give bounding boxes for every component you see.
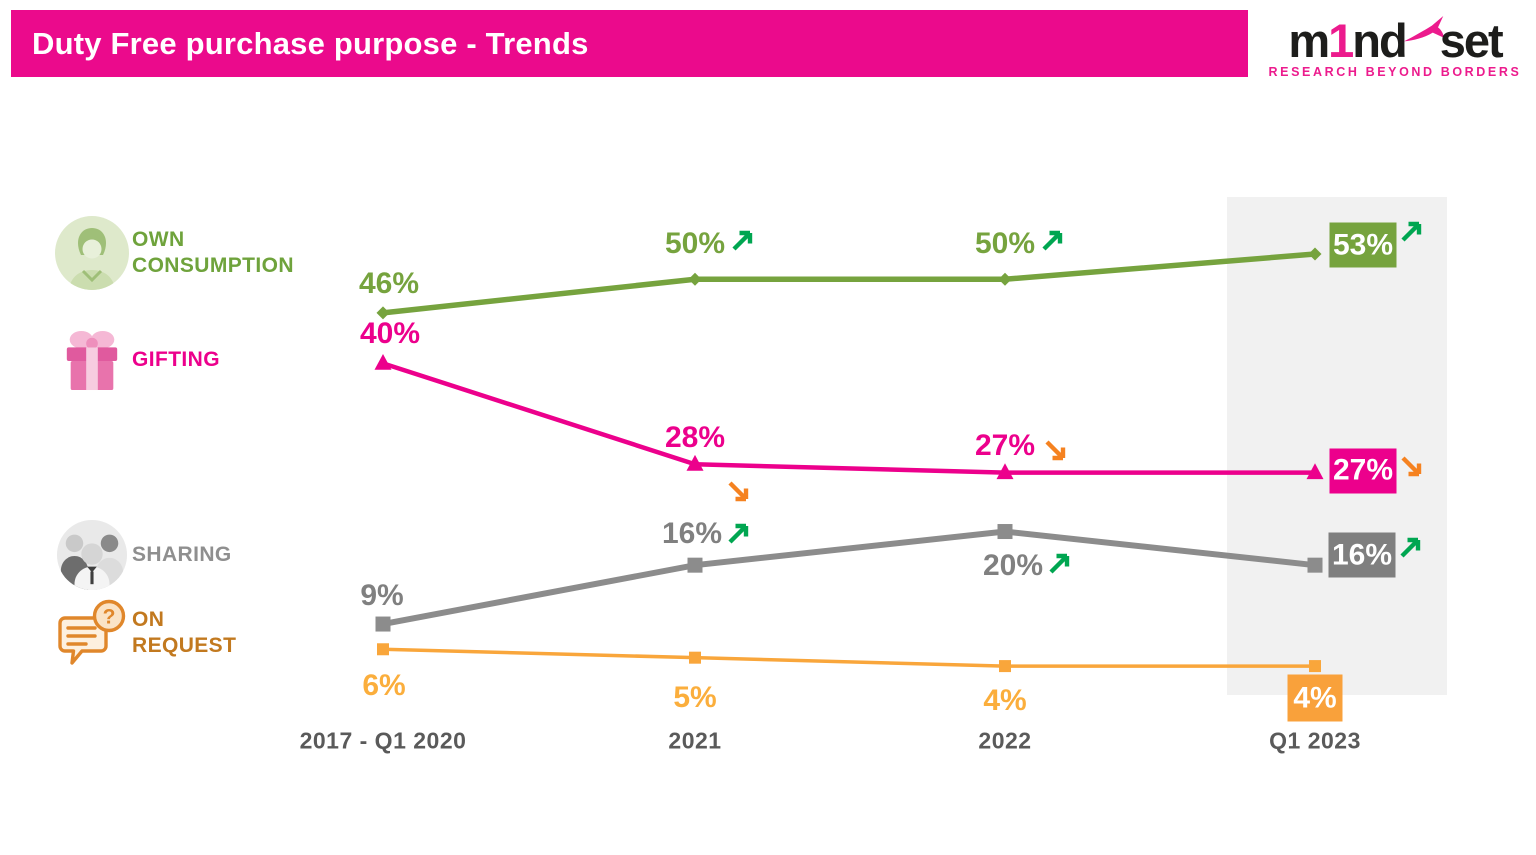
plane-icon: [1403, 14, 1445, 46]
page-title: Duty Free purchase purpose - Trends: [32, 25, 589, 61]
title-bar: Duty Free purchase purpose - Trends: [11, 10, 1248, 77]
people-avatar-icon: [52, 519, 132, 591]
logo-text-m: m: [1288, 14, 1330, 67]
chat-question-icon: ?: [52, 597, 132, 669]
logo-text-nd: nd: [1352, 14, 1407, 67]
marker-own-consumption-q1-2023: [1308, 247, 1322, 261]
marker-sharing-2017-q1-2020: [375, 616, 391, 632]
logo-tagline: RESEARCH BEYOND BORDERS: [1268, 65, 1522, 79]
marker-sharing-q1-2023: [1307, 557, 1323, 573]
line-own-consumption: [382, 251, 1316, 316]
legend-label-gifting: GIFTING: [132, 348, 220, 371]
marker-sharing-2021: [687, 557, 703, 573]
line-gifting: [382, 361, 1315, 475]
marker-gifting-2022: [996, 463, 1014, 480]
legend-item-sharing: SHARING: [52, 519, 232, 591]
highlight-band-q1-2023: [1227, 197, 1447, 695]
legend-label-sharing: SHARING: [132, 543, 232, 566]
legend-label-on-request: ON REQUEST: [132, 608, 237, 657]
gift-icon: [52, 328, 132, 392]
logo-text-set: set: [1439, 14, 1504, 67]
legend-label-own-consumption: OWN CONSUMPTION: [132, 228, 294, 277]
legend-item-on-request: ? ON REQUEST: [52, 597, 236, 669]
marker-on-request-q1-2023: [1309, 660, 1321, 673]
svg-text:?: ?: [103, 606, 116, 629]
marker-gifting-q1-2023: [1306, 463, 1324, 480]
legend-item-gifting: GIFTING: [52, 328, 220, 392]
marker-on-request-2022: [999, 660, 1011, 673]
marker-own-consumption-2017-q1-2020: [376, 306, 390, 320]
marker-gifting-2017-q1-2020: [374, 353, 392, 370]
marker-own-consumption-2022: [998, 272, 1012, 286]
line-sharing: [382, 528, 1316, 627]
line-on-request: [382, 647, 1315, 668]
person-avatar-icon: [52, 215, 132, 291]
marker-gifting-2021: [686, 454, 704, 471]
logo-text-1: 1: [1328, 14, 1354, 67]
marker-on-request-2021: [689, 651, 701, 664]
marker-on-request-2017-q1-2020: [377, 643, 389, 656]
marker-sharing-2022: [997, 524, 1013, 540]
marker-own-consumption-2021: [688, 272, 702, 286]
legend-item-own-consumption: OWN CONSUMPTION: [52, 215, 294, 291]
